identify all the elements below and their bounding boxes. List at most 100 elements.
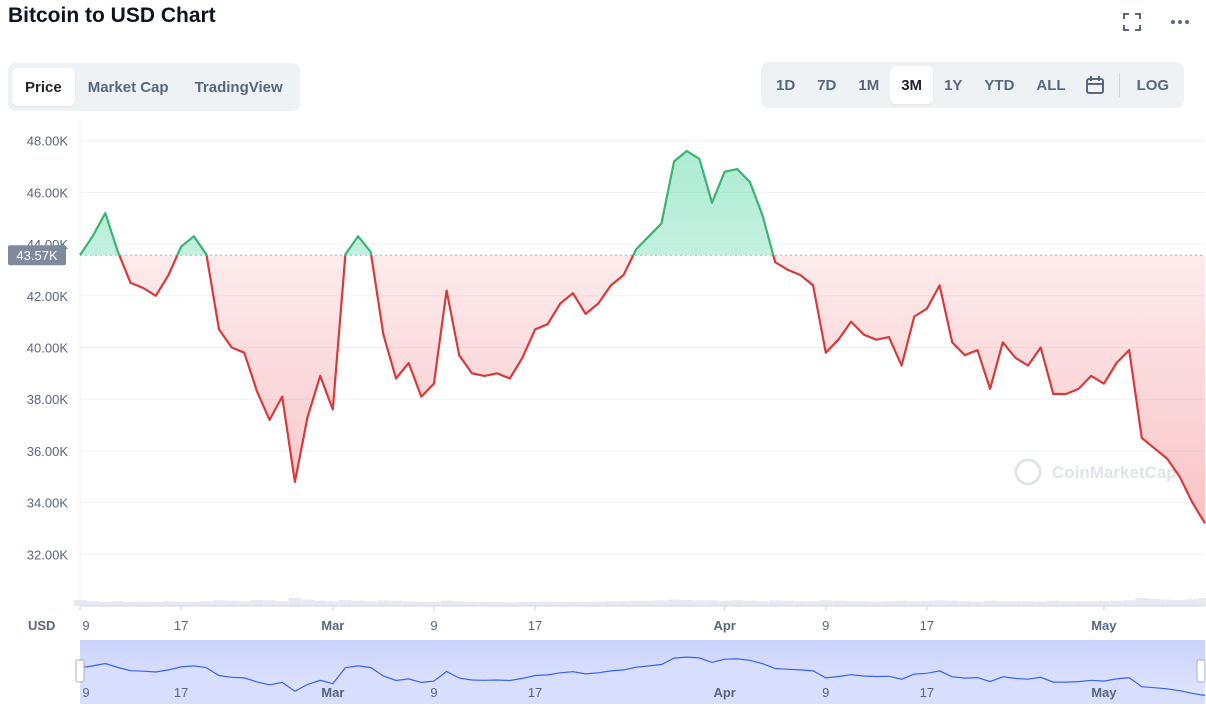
data-point[interactable]	[217, 327, 221, 331]
range-ytd[interactable]: YTD	[984, 76, 1015, 94]
data-point[interactable]	[91, 234, 95, 238]
data-point[interactable]	[78, 253, 82, 257]
data-point[interactable]	[824, 351, 828, 355]
tab-tradingview[interactable]: TradingView	[194, 78, 283, 96]
data-point[interactable]	[1115, 361, 1119, 365]
range-navigator[interactable]: 9 17 Mar 9 17 Apr 9 17 May	[75, 640, 1206, 704]
data-point[interactable]	[129, 281, 133, 285]
data-point[interactable]	[179, 245, 183, 249]
data-point[interactable]	[432, 382, 436, 386]
data-point[interactable]	[1001, 340, 1005, 344]
data-point[interactable]	[1013, 356, 1017, 360]
data-point[interactable]	[647, 234, 651, 238]
data-point[interactable]	[1064, 392, 1068, 396]
data-point[interactable]	[685, 149, 689, 153]
data-point[interactable]	[887, 335, 891, 339]
data-point[interactable]	[799, 273, 803, 277]
data-point[interactable]	[381, 333, 385, 337]
data-point[interactable]	[343, 252, 347, 256]
data-point[interactable]	[141, 286, 145, 290]
navigator-right-handle[interactable]	[1196, 659, 1206, 683]
data-point[interactable]	[634, 247, 638, 251]
data-point[interactable]	[988, 387, 992, 391]
data-point[interactable]	[584, 312, 588, 316]
data-point[interactable]	[331, 408, 335, 412]
data-point[interactable]	[204, 252, 208, 256]
data-point[interactable]	[116, 250, 120, 254]
data-point[interactable]	[925, 307, 929, 311]
data-point[interactable]	[672, 159, 676, 163]
data-point[interactable]	[445, 289, 449, 293]
data-point[interactable]	[242, 351, 246, 355]
data-point[interactable]	[773, 260, 777, 264]
data-point[interactable]	[520, 356, 524, 360]
range-1y[interactable]: 1Y	[944, 76, 963, 94]
data-point[interactable]	[975, 348, 979, 352]
data-point[interactable]	[1190, 501, 1194, 505]
data-point[interactable]	[1089, 374, 1093, 378]
data-point[interactable]	[192, 234, 196, 238]
data-point[interactable]	[1140, 436, 1144, 440]
data-point[interactable]	[874, 338, 878, 342]
calendar-icon[interactable]	[1077, 66, 1113, 104]
fullscreen-icon[interactable]	[1120, 10, 1144, 34]
data-point[interactable]	[318, 374, 322, 378]
data-point[interactable]	[571, 291, 575, 295]
data-point[interactable]	[963, 353, 967, 357]
range-1d[interactable]: 1D	[776, 76, 796, 94]
data-point[interactable]	[356, 234, 360, 238]
range-7d[interactable]: 7D	[817, 76, 837, 94]
data-point[interactable]	[306, 415, 310, 419]
data-point[interactable]	[710, 201, 714, 205]
data-point[interactable]	[1051, 392, 1055, 396]
data-point[interactable]	[697, 157, 701, 161]
data-point[interactable]	[255, 389, 259, 393]
data-point[interactable]	[166, 273, 170, 277]
data-point[interactable]	[103, 211, 107, 215]
data-point[interactable]	[154, 294, 158, 298]
range-3m[interactable]: 3M	[890, 66, 934, 104]
data-point[interactable]	[558, 302, 562, 306]
more-icon[interactable]	[1168, 10, 1192, 34]
data-point[interactable]	[280, 395, 284, 399]
data-point[interactable]	[457, 353, 461, 357]
data-point[interactable]	[862, 333, 866, 337]
data-point[interactable]	[900, 364, 904, 368]
data-point[interactable]	[723, 170, 727, 174]
data-point[interactable]	[1127, 348, 1131, 352]
data-point[interactable]	[659, 221, 663, 225]
navigator-left-handle[interactable]	[75, 659, 85, 683]
data-point[interactable]	[622, 273, 626, 277]
data-point[interactable]	[1026, 364, 1030, 368]
data-point[interactable]	[293, 480, 297, 484]
data-point[interactable]	[811, 283, 815, 287]
data-point[interactable]	[950, 340, 954, 344]
tab-market-cap[interactable]: Market Cap	[87, 78, 169, 96]
data-point[interactable]	[609, 283, 613, 287]
data-point[interactable]	[407, 361, 411, 365]
data-point[interactable]	[268, 418, 272, 422]
data-point[interactable]	[419, 395, 423, 399]
data-point[interactable]	[482, 374, 486, 378]
data-point[interactable]	[533, 327, 537, 331]
data-point[interactable]	[938, 283, 942, 287]
data-point[interactable]	[735, 167, 739, 171]
data-point[interactable]	[1039, 345, 1043, 349]
data-point[interactable]	[546, 322, 550, 326]
data-point[interactable]	[912, 314, 916, 318]
data-point[interactable]	[394, 377, 398, 381]
data-point[interactable]	[849, 320, 853, 324]
price-chart[interactable]: 32.00K34.00K36.00K38.00K40.00K42.00K44.0…	[0, 120, 1206, 706]
data-point[interactable]	[495, 371, 499, 375]
data-point[interactable]	[1077, 387, 1081, 391]
data-point[interactable]	[230, 345, 234, 349]
data-point[interactable]	[470, 371, 474, 375]
data-point[interactable]	[836, 338, 840, 342]
data-point[interactable]	[508, 377, 512, 381]
data-point[interactable]	[1152, 446, 1156, 450]
data-point[interactable]	[786, 268, 790, 272]
data-point[interactable]	[596, 302, 600, 306]
tab-price[interactable]: Price	[12, 68, 75, 106]
data-point[interactable]	[748, 180, 752, 184]
data-point[interactable]	[369, 250, 373, 254]
